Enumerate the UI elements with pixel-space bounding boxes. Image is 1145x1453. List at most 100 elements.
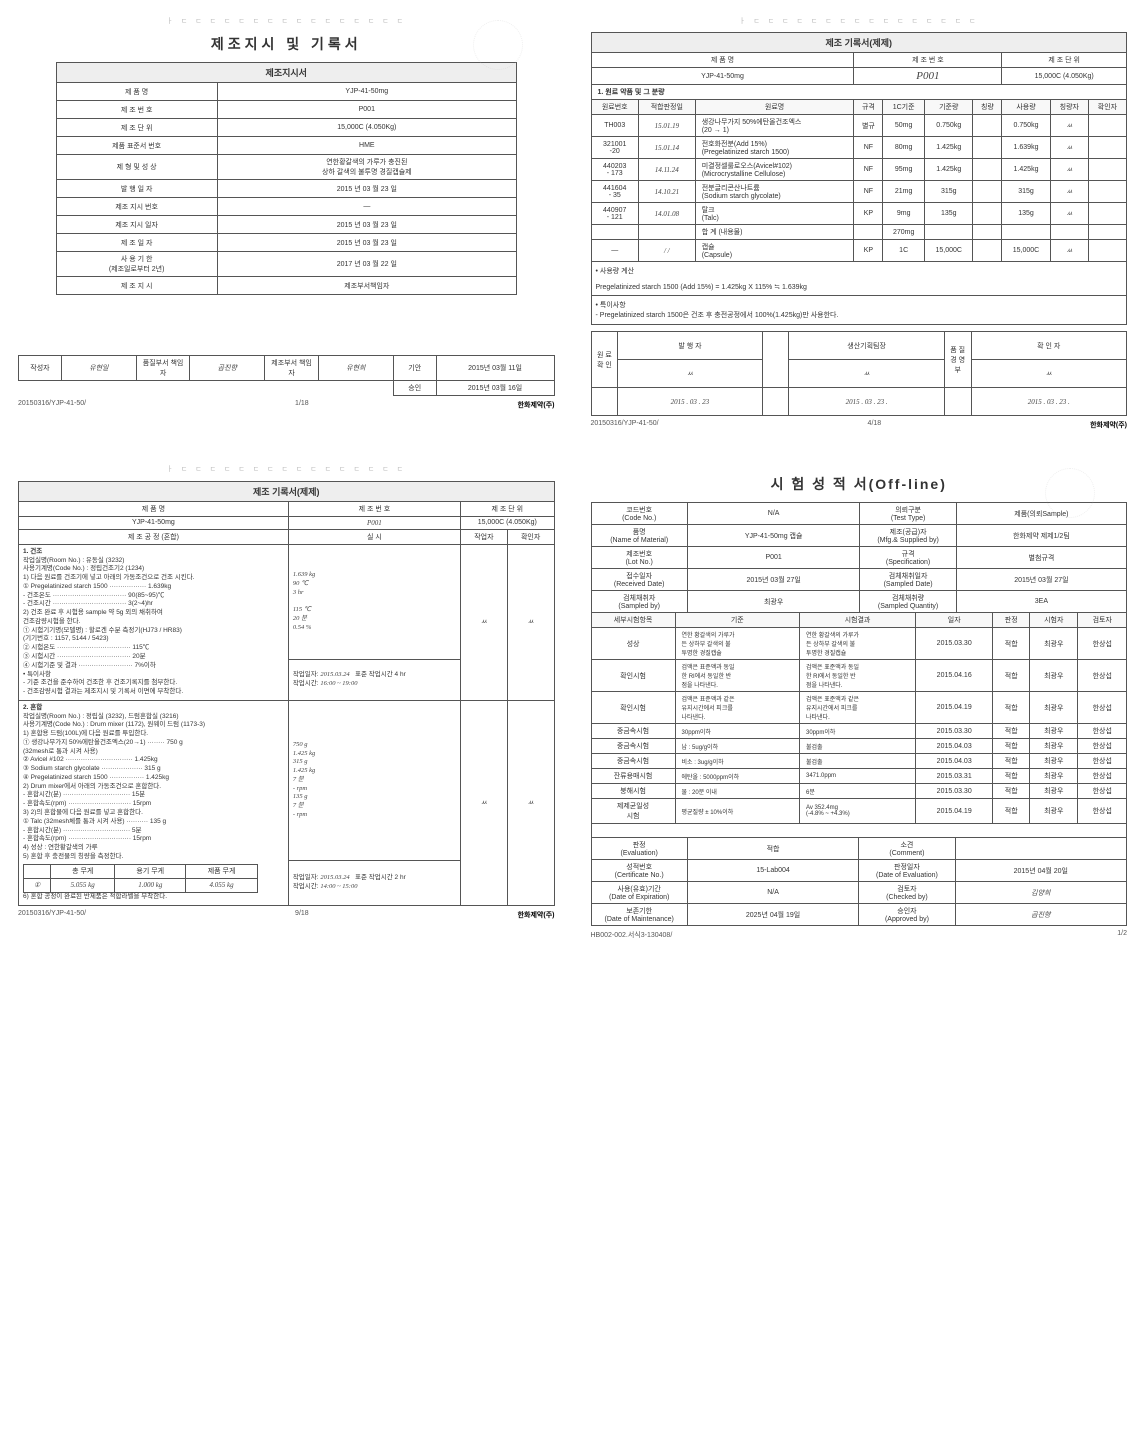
d3-p2: 2. 혼합 작업실명(Room No.) : 정립실 (3232), 드럼혼합실… [19, 700, 289, 905]
d1-label: 제품 표준서 번호 [56, 137, 217, 155]
d1-foot-r: 한화제약(주) [518, 400, 555, 410]
d4-cell: Av 352.4mg(-4.8% ~ +4.3%) [800, 799, 916, 824]
d2-cell: — [591, 240, 638, 262]
d2-cell [1088, 159, 1126, 181]
d2-note: • 특이사항 - Pregelatinized starch 1500은 건조 … [591, 295, 1128, 325]
d3-p2-meta: 작업일자: 2015.03.24 표준 작업시간 2 hr 작업시간: 14:0… [288, 860, 460, 906]
d2-cell: 1.425kg [925, 159, 973, 181]
d2-sec1: 1. 원료 약품 및 그 분량 [591, 85, 1127, 100]
d4-col: 시험자 [1030, 613, 1078, 628]
d2-cell [973, 225, 1002, 240]
d1-date2: 2015년 03월 16일 [436, 381, 554, 396]
d1-appr-v1: 유현일 [61, 356, 136, 381]
d2-hb: 제 조 번 호 [854, 53, 1002, 68]
d2-cell [1002, 225, 1050, 240]
d4-eval-cell: 2015년 04월 20일 [955, 860, 1126, 882]
d4-cell: 적합 [993, 660, 1030, 692]
d2-col: 규격 [854, 100, 883, 115]
d4-cell: 중금속시험 [591, 739, 675, 754]
d4-eval-cell: N/A [687, 882, 858, 904]
d2-cell [973, 203, 1002, 225]
d2-sig1: ㅆ [618, 360, 762, 388]
d4-cell: 물 : 20분 이내 [675, 784, 799, 799]
d1-appr-l3: 제조부서 책임자 [265, 356, 319, 381]
d4-foot-r: 1/2 [1117, 930, 1127, 940]
d1-label: 제 조 단 위 [56, 119, 217, 137]
d4-cell: 3471.0ppm [800, 769, 916, 784]
d2-cell: 135g [1002, 203, 1050, 225]
d4-cell: 최광우 [1030, 784, 1078, 799]
d2-cell: 95mg [883, 159, 925, 181]
d2-side2: 품 질 경 영 부 [944, 332, 971, 388]
d2-cell: 270mg [883, 225, 925, 240]
d4-top-cell: P001 [687, 547, 860, 569]
d2-cell: 0.750kg [1002, 115, 1050, 137]
d3-foot-r: 한화제약(주) [518, 910, 555, 920]
d4-cell: 2015.03.31 [916, 769, 993, 784]
d1-foot-c: 1/18 [295, 400, 309, 410]
d3-worker: 작업자 [461, 529, 508, 544]
d4-cell: 검액은 표준액과 같은유지시간에서 피크를나타낸다. [800, 692, 916, 724]
d1-value: — [217, 198, 516, 216]
d2-cell: 21mg [883, 181, 925, 203]
d2-col: 칭량 [973, 100, 1002, 115]
d2-cell [925, 225, 973, 240]
d2-cell: 50mg [883, 115, 925, 137]
d2-hp: 제 품 명 [591, 53, 854, 68]
d1-value: P001 [217, 101, 516, 119]
d1-appr-v3: 유현희 [318, 356, 393, 381]
d3-p1t: 1. 건조 [23, 548, 42, 555]
d4-cell: 30ppm이하 [800, 724, 916, 739]
d2-sigc2: 생산기획팀장 [789, 332, 944, 360]
d2-cell: 1.639kg [1002, 137, 1050, 159]
d3-p1-vals: 1.639 kg90 ℃3 hr 115 ℃20 분0.54 % [288, 544, 460, 659]
d2-cell: 전분글리콘산나트륨(Sodium starch glycolate) [695, 181, 854, 203]
d2-vu: 15,000C (4.050Kg) [1002, 68, 1127, 85]
d4-eval-cell: 판정일자(Date of Evaluation) [859, 860, 955, 882]
stamp-pattern-2: ㅏ ㄷ ㄷ ㄷ ㄷ ㄷ ㄷ ㄷ ㄷ ㄷ ㄷ ㄷ ㄷ ㄷ ㄷ ㄷ ㄷ [591, 18, 1128, 26]
d4-cell: 적합 [993, 724, 1030, 739]
d4-eval-cell [955, 838, 1126, 860]
d1-value: 제조부서책임자 [217, 277, 516, 295]
doc-test-report: 시 험 성 적 서(Off-line) 코드번호(Code No.)N/A의뢰구… [583, 458, 1136, 948]
d1-value: 2015 년 03 월 23 일 [217, 180, 516, 198]
d2-cell: 80mg [883, 137, 925, 159]
d4-top-cell: 제조번호(Lot No.) [591, 547, 687, 569]
d2-col: 기준량 [925, 100, 973, 115]
d4-col: 기준 [675, 613, 799, 628]
d4-cell: 한상섭 [1078, 660, 1127, 692]
d2-cell [1088, 181, 1126, 203]
d2-cell [973, 181, 1002, 203]
d4-cell: 비소 : 3ug/g이하 [675, 754, 799, 769]
d2-cell: 생강나무가지 50%에탄올건조엑스(20 → 1) [695, 115, 854, 137]
d4-cell: 잔류용매시험 [591, 769, 675, 784]
d1-label: 제 조 지 시 [56, 277, 217, 295]
d2-cell: 15.01.19 [638, 115, 695, 137]
d3-p1: 1. 건조 작업실명(Room No.) : 유동실 (3232)사용기계명(C… [19, 544, 289, 700]
d4-eval-cell: 승인자(Approved by) [859, 904, 955, 926]
d4-eval-cell: 소견(Comment) [859, 838, 955, 860]
d2-cell: ㅆ [1050, 159, 1088, 181]
d2-cell: 1.425kg [925, 137, 973, 159]
d4-top-cell: 접수일자(Received Date) [591, 569, 687, 591]
d4-top-cell: 규격(Specification) [860, 547, 956, 569]
d2-cell: 14.11.24 [638, 159, 695, 181]
d2-side1: 원 료 확 인 [591, 332, 618, 388]
d4-cell: 최광우 [1030, 769, 1078, 784]
d3-foot-c: 9/18 [295, 910, 309, 920]
d1-value: 2015 년 03 월 23 일 [217, 234, 516, 252]
d2-cell [1088, 225, 1126, 240]
stamp-pattern: ㅏ ㄷ ㄷ ㄷ ㄷ ㄷ ㄷ ㄷ ㄷ ㄷ ㄷ ㄷ ㄷ ㄷ ㄷ ㄷ ㄷ [18, 18, 555, 26]
d2-cell [973, 159, 1002, 181]
d4-cell: 2015.04.16 [916, 660, 993, 692]
d2-sigc1: 발 행 자 [618, 332, 762, 360]
d4-col: 세부시험항목 [591, 613, 675, 628]
d2-title: 제조 기록서(제제) [591, 33, 1127, 53]
d2-cell: 1.425kg [1002, 159, 1050, 181]
d1-date1: 2015년 03월 11일 [436, 356, 554, 381]
d2-cell: 15,000C [925, 240, 973, 262]
d2-cell: NF [854, 181, 883, 203]
d4-cell: 불검출 [800, 739, 916, 754]
d4-cell: 확인시험 [591, 692, 675, 724]
d4-cell: 에탄올 : 5000ppm이하 [675, 769, 799, 784]
